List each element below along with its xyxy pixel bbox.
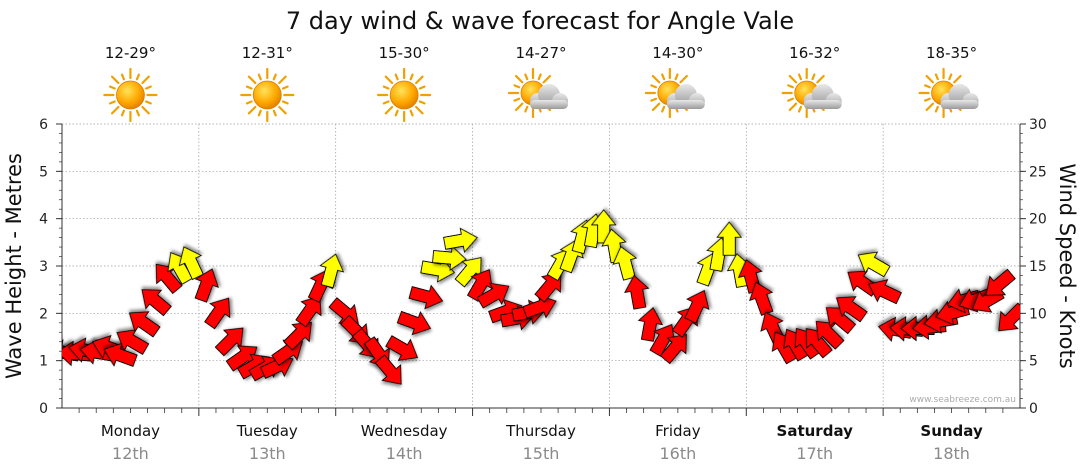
sun-icon [103,67,158,123]
day-name-label: Sunday [920,422,983,440]
wind-arrow [319,253,345,289]
wind-arrow [998,302,1020,332]
right-tick-label: 0 [1029,401,1038,417]
wind-arrow [716,221,743,256]
right-tick-label: 20 [1029,212,1047,228]
wind-arrow [637,307,664,342]
right-tick-label: 30 [1029,117,1047,133]
wind-arrow [116,329,150,355]
left-tick-label: 0 [39,401,48,417]
day-date-label: 12th [112,444,149,463]
wind-arrow [141,289,172,317]
wind-arrow [805,328,833,359]
right-tick-label: 5 [1029,354,1038,370]
day-date-label: 14th [386,444,423,463]
wind-arrow [868,279,902,305]
day-name-label: Wednesday [361,422,448,440]
partly-cloudy-icon [644,67,705,119]
day-date-label: 16th [659,444,696,463]
wind-arrow [103,342,138,367]
temperature-label: 16-32° [789,44,840,62]
partly-cloudy-icon [781,67,842,119]
wind-arrow [396,310,432,336]
wind-arrow [612,245,638,281]
sun-icon [240,67,295,123]
left-axis-label: Wave Height - Metres [2,153,26,379]
right-tick-label: 15 [1029,259,1047,275]
temperature-label: 12-29° [105,44,156,62]
wind-arrow [825,307,857,335]
partly-cloudy-icon [918,67,979,119]
temperature-label: 14-27° [515,44,566,62]
temperature-label: 15-30° [379,44,430,62]
wind-arrow [155,263,183,295]
day-labels: Monday 12th Tuesday 13th Wednesday 14th Thursd… [101,422,983,463]
wind-arrow [815,320,845,350]
left-tick-label: 3 [39,259,48,275]
day-name-label: Tuesday [236,422,298,440]
wind-arrow [985,268,1016,296]
wind-arrow [534,272,562,303]
wind-arrow [194,268,219,303]
day-name-label: Friday [655,422,701,440]
temperature-label: 18-35° [926,44,977,62]
day-name-label: Thursday [505,422,576,440]
wind-arrow [749,281,774,316]
wind-arrow [624,274,650,310]
left-tick-label: 1 [39,354,48,370]
left-tick-label: 6 [39,117,48,133]
wind-arrow [178,246,204,281]
left-tick-label: 5 [39,164,48,180]
day-name-label: Saturday [777,422,854,440]
wind-arrow [684,289,710,324]
wind-arrow [522,294,557,319]
right-tick-label: 25 [1029,164,1047,180]
right-axis-label: Wind Speed - Knots [1055,163,1079,368]
wind-arrow [476,282,510,309]
wind-arrows [62,209,1020,385]
day-date-label: 13th [249,444,286,463]
weather-row: 12-29° 12-31° 15-30° 14-27° 14-30° 16-32° 18-3… [103,44,979,123]
wind-arrow [408,284,444,310]
right-tick-label: 10 [1029,306,1047,322]
wind-arrow [385,335,419,361]
left-tick-label: 4 [39,212,48,228]
partly-cloudy-icon [507,67,568,119]
wind-arrow [659,333,687,365]
day-date-label: 15th [523,444,560,463]
watermark: www.seabreeze.com.au [909,395,1016,405]
wind-arrow [835,296,868,323]
day-name-label: Monday [101,422,160,440]
wind-arrow [283,321,312,351]
wind-arrow [214,327,244,357]
wind-arrow [432,245,467,271]
wind-arrow [128,311,161,338]
wind-arrow [454,257,482,288]
left-tick-label: 2 [39,306,48,322]
wind-arrow [374,354,402,385]
day-date-label: 17th [796,444,833,463]
temperature-label: 14-30° [652,44,703,62]
sun-icon [377,67,432,123]
wind-arrow [443,227,478,254]
chart-title: 7 day wind & wave forecast for Angle Val… [286,7,794,35]
day-date-label: 18th [933,444,970,463]
wind-arrow [295,295,322,328]
axes: 0 1 2 3 4 5 6 0 5 10 15 20 25 30 [39,117,1047,417]
temperature-label: 12-31° [242,44,293,62]
wind-arrow [857,251,891,278]
wind-arrow [204,297,231,330]
